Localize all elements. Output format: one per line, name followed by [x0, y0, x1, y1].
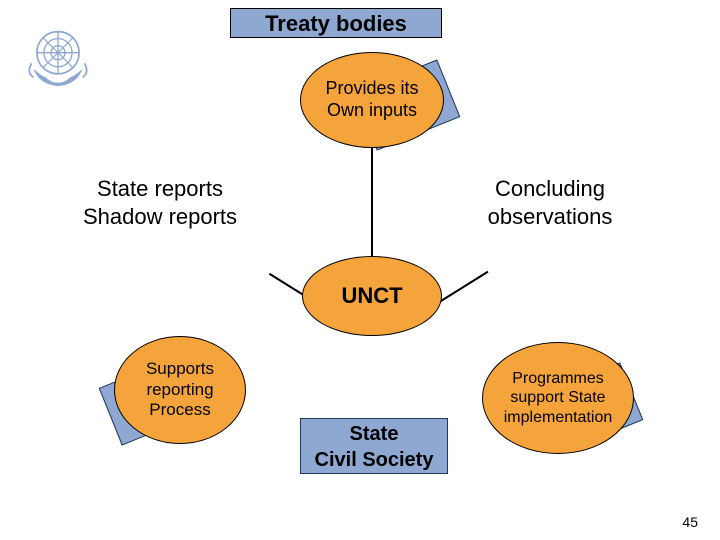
node-supports-reporting: Supports reporting Process	[114, 336, 246, 444]
label-concluding-line2: observations	[445, 203, 655, 231]
label-concluding-observations: Concluding observations	[445, 175, 655, 230]
page-number: 45	[682, 514, 698, 530]
connector-top	[371, 146, 373, 258]
label-state-reports-line2: Shadow reports	[60, 203, 260, 231]
node-unct-label: UNCT	[341, 283, 402, 309]
box-state-civil-society: State Civil Society	[300, 418, 448, 474]
node-supports-reporting-label: Supports reporting Process	[146, 359, 214, 420]
label-state-reports: State reports Shadow reports	[60, 175, 260, 230]
label-concluding-line1: Concluding	[445, 175, 655, 203]
node-provides-inputs: Provides its Own inputs	[300, 52, 444, 148]
label-state-reports-line1: State reports	[60, 175, 260, 203]
node-programmes-label: Programmes support State implementation	[504, 369, 613, 427]
node-programmes: Programmes support State implementation	[482, 342, 634, 454]
title-treaty-bodies: Treaty bodies	[230, 8, 442, 38]
node-unct: UNCT	[302, 256, 442, 336]
node-provides-inputs-label: Provides its Own inputs	[325, 78, 418, 121]
un-logo	[14, 14, 102, 102]
